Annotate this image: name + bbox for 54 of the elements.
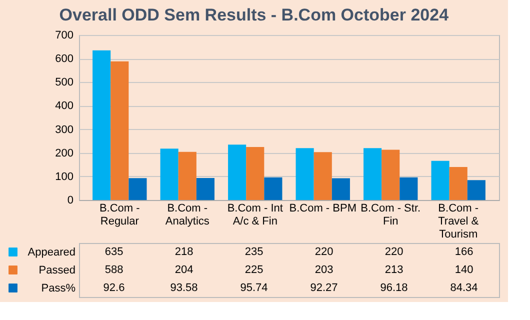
bar: [332, 178, 350, 200]
data-label: 166: [454, 246, 474, 258]
y-tick-label: 200: [55, 147, 74, 160]
x-tick-label: B.Com - Analytics: [165, 202, 210, 228]
bar: [382, 150, 400, 200]
bar: [178, 152, 196, 200]
bar: [196, 178, 214, 200]
legend-label: Appeared: [28, 246, 76, 258]
bar: [92, 50, 111, 200]
x-tick-label: B.Com - Int A/c & Fin: [227, 202, 283, 228]
y-tick-label: 500: [55, 76, 74, 89]
bar: [364, 148, 382, 200]
data-label: 220: [314, 246, 334, 258]
data-label: 92.27: [310, 282, 338, 294]
data-label: 203: [314, 264, 334, 276]
data-label: 204: [174, 264, 194, 276]
y-tick-label: 400: [55, 100, 74, 112]
data-label: 588: [104, 264, 124, 276]
data-label: 225: [244, 264, 264, 276]
x-tick-label: B.Com - Regular: [99, 202, 140, 228]
bar: [110, 61, 129, 200]
x-tick-label: B.Com - Str. Fin: [360, 202, 421, 228]
data-label: 220: [384, 246, 404, 258]
y-tick-label: 0: [67, 194, 74, 206]
data-label: 95.74: [240, 282, 268, 294]
data-label: 84.34: [450, 282, 478, 294]
bar: [400, 177, 418, 200]
x-tick-label: B.Com - Travel & Tourism: [438, 202, 480, 240]
bar: [296, 148, 314, 200]
y-tick-label: 600: [55, 53, 74, 66]
x-tick-label: B.Com - BPM: [289, 202, 356, 214]
data-label: 235: [244, 246, 264, 258]
chart-title: Overall ODD Sem Results - B.Com October 2024: [59, 6, 450, 24]
bar: [246, 146, 264, 200]
bar: [431, 160, 450, 200]
bar: [449, 167, 468, 200]
bar: [314, 152, 332, 200]
data-label: 635: [104, 246, 124, 258]
bar: [467, 180, 486, 200]
data-label: 140: [454, 264, 474, 276]
data-label: 96.18: [380, 282, 408, 294]
data-label: 93.58: [170, 282, 198, 294]
legend-label: Pass%: [41, 282, 76, 294]
data-label: 92.6: [103, 282, 125, 294]
legend-label: Passed: [38, 264, 76, 276]
data-label: 213: [384, 264, 404, 276]
y-tick-label: 700: [55, 30, 74, 42]
bar: [128, 178, 147, 200]
bar: [264, 177, 282, 200]
data-label: 218: [174, 246, 194, 258]
bar: [160, 148, 178, 200]
bar: [228, 144, 246, 200]
y-tick-label: 100: [55, 170, 74, 183]
y-tick-label: 300: [55, 124, 74, 136]
